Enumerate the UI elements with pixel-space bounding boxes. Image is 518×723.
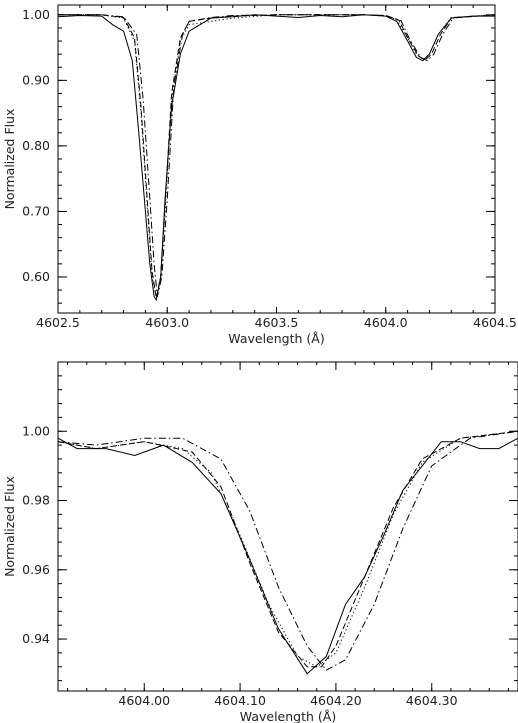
y-tick-label: 0.70 <box>22 203 50 218</box>
series-line-dashed <box>58 14 495 299</box>
x-tick-label: 4604.00 <box>118 693 170 708</box>
y-tick-label: 1.00 <box>22 423 50 438</box>
x-tick-label: 4604.0 <box>364 315 408 330</box>
x-tick-label: 4604.5 <box>473 315 517 330</box>
y-axis-title: Normalized Flux <box>2 109 17 210</box>
y-tick-label: 0.94 <box>22 631 50 646</box>
x-tick-label: 4603.5 <box>255 315 299 330</box>
series-line-solid <box>58 14 495 302</box>
y-tick-label: 0.90 <box>22 72 50 87</box>
series-line-dashdot <box>58 430 518 671</box>
plot-frame <box>57 4 496 314</box>
plot-frame <box>57 361 518 692</box>
series-line-solid <box>58 437 518 675</box>
series-group <box>58 14 495 302</box>
x-axis-title: Wavelength (Å) <box>240 709 336 723</box>
y-tick-label: 0.98 <box>22 493 50 508</box>
bottom-panel: 4604.00 4604.10 4604.20 4604.30 0.94 0.96 0.98… <box>2 361 518 723</box>
x-tick-label: 4604.20 <box>310 693 362 708</box>
x-tick-label: 4604.30 <box>406 693 458 708</box>
series-line-dotted <box>58 14 495 297</box>
series-line-dotted <box>58 430 518 668</box>
y-tick-label: 0.80 <box>22 138 50 153</box>
series-line-dashed <box>58 430 518 668</box>
top-panel: 4602.5 4603.0 4603.5 4604.0 4604.5 0.60 0.70 0.… <box>2 4 517 346</box>
x-axis-title: Wavelength (Å) <box>228 331 324 346</box>
series-line-dashdot <box>58 14 495 297</box>
y-tick-label: 0.96 <box>22 562 50 577</box>
x-tick-label: 4603.0 <box>145 315 189 330</box>
y-tick-label: 1.00 <box>22 7 50 22</box>
x-tick-label: 4602.5 <box>36 315 80 330</box>
x-tick-label: 4604.10 <box>214 693 266 708</box>
y-tick-label: 0.60 <box>22 269 50 284</box>
series-group <box>58 430 518 675</box>
y-axis-title: Normalized Flux <box>2 476 17 577</box>
